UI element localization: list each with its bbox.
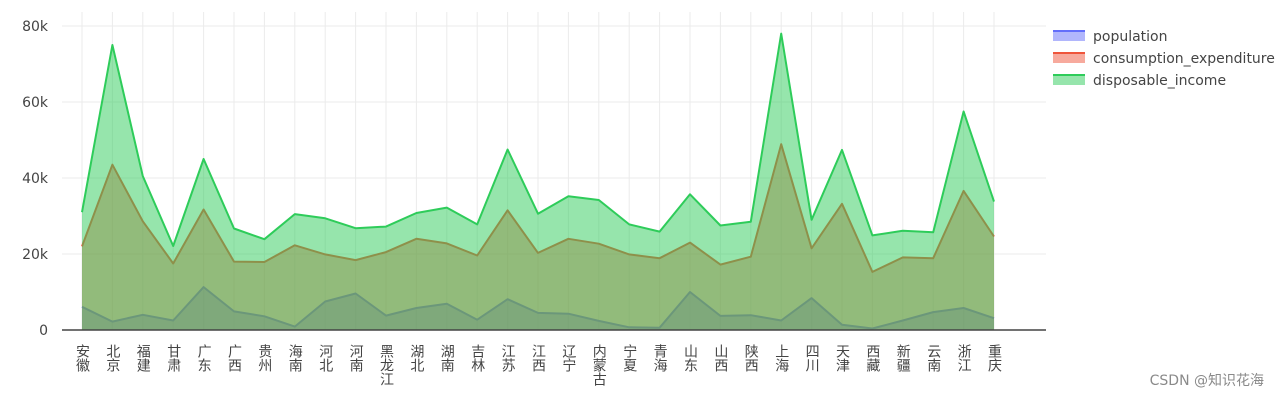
x-tick-label: 吉林 xyxy=(469,344,485,372)
legend-item-population[interactable]: population xyxy=(1053,29,1168,45)
x-tick-label: 河北 xyxy=(317,344,333,373)
x-tick-label: 云南 xyxy=(925,344,941,372)
legend-item-disposable-income[interactable]: disposable_income xyxy=(1053,73,1226,89)
x-tick-label: 广西 xyxy=(226,344,242,372)
legend-label: population xyxy=(1093,29,1168,45)
y-tick-label: 0 xyxy=(39,323,48,339)
legend[interactable]: population consumption_expendituredisposa… xyxy=(1053,29,1275,89)
legend-label: consumption_expenditure xyxy=(1093,51,1275,67)
y-tick-label: 20k xyxy=(22,247,49,263)
x-tick-label: 宁夏 xyxy=(621,343,637,372)
x-tick-label: 山西 xyxy=(712,344,728,372)
x-tick-label: 内蒙古 xyxy=(591,344,607,386)
x-tick-label: 北京 xyxy=(104,344,120,372)
x-tick-label: 上海 xyxy=(773,344,789,372)
x-tick-label: 安徽 xyxy=(74,344,90,372)
area-fill-disposable-income xyxy=(82,33,994,330)
legend-swatch xyxy=(1053,53,1085,63)
x-tick-label: 西藏 xyxy=(864,344,880,372)
x-tick-label: 浙江 xyxy=(956,344,972,372)
axes: 0 20k 40k 60k 80k 安徽 北京 福建 甘肃 广东 广西 贵州 海南 河北 河南 黑龙江 湖北 湖南… xyxy=(22,19,1046,386)
y-tick-label: 80k xyxy=(22,19,49,35)
x-tick-label: 江西 xyxy=(530,344,546,372)
watermark: CSDN @知识花海 xyxy=(1149,373,1264,389)
area-series xyxy=(81,32,995,330)
x-tick-label: 江苏 xyxy=(500,344,516,373)
x-tick-label: 重庆 xyxy=(986,344,1002,372)
x-tick-label: 海南 xyxy=(287,344,303,372)
x-tick-label: 广东 xyxy=(196,344,212,372)
x-tick-label: 甘肃 xyxy=(165,344,181,372)
x-tick-label: 天津 xyxy=(834,344,850,372)
y-tick-label: 60k xyxy=(22,95,49,111)
x-tick-label: 湖南 xyxy=(439,344,455,372)
x-tick-label: 陕西 xyxy=(743,344,759,372)
legend-item-consumption-expenditure[interactable]: consumption_expenditure xyxy=(1053,51,1275,67)
legend-swatch xyxy=(1053,31,1085,41)
x-tick-label: 新疆 xyxy=(895,344,911,372)
x-tick-label: 辽宁 xyxy=(560,344,576,372)
area-line-disposable-income xyxy=(81,32,995,247)
x-tick-label: 湖北 xyxy=(408,344,424,373)
x-tick-label: 山东 xyxy=(682,344,698,372)
legend-swatch xyxy=(1053,75,1085,85)
x-tick-label: 黑龙江 xyxy=(378,344,394,386)
x-tick-label: 河南 xyxy=(348,344,364,372)
x-tick-label: 福建 xyxy=(135,344,151,373)
x-tick-label: 四川 xyxy=(804,344,820,372)
y-tick-label: 40k xyxy=(22,171,49,187)
x-tick-label: 青海 xyxy=(652,344,668,372)
legend-label: disposable_income xyxy=(1093,73,1226,89)
x-tick-label: 贵州 xyxy=(256,344,272,372)
